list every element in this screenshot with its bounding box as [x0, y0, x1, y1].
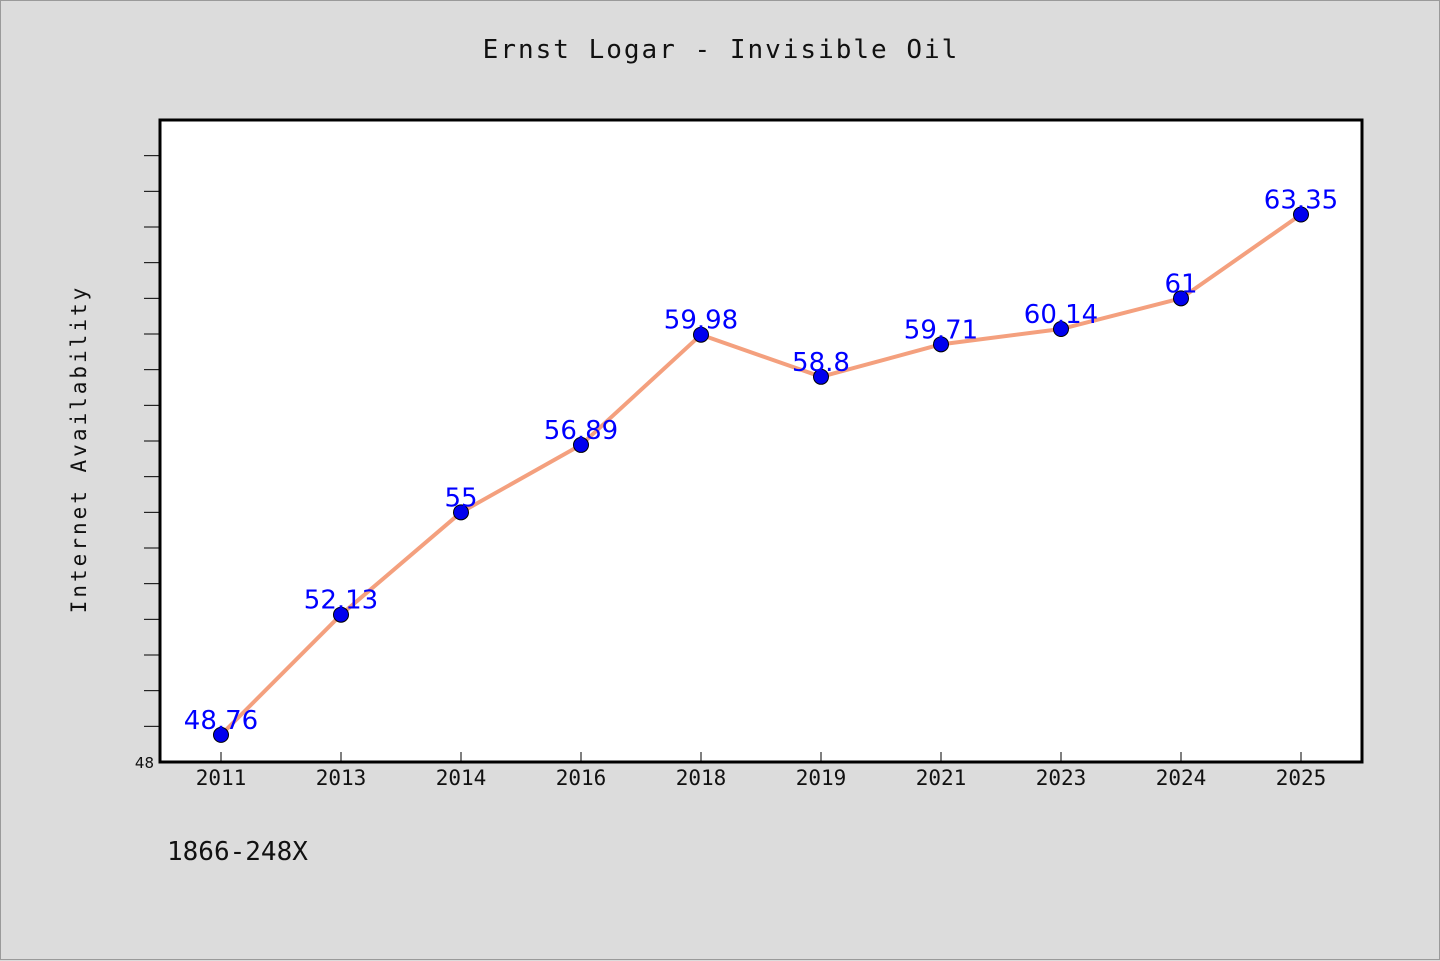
data-label: 55	[444, 483, 477, 513]
x-tick-label: 2018	[676, 766, 727, 790]
data-point	[1293, 206, 1309, 223]
footnote: 1866-248X	[167, 837, 308, 867]
data-point	[453, 504, 469, 521]
data-point	[933, 336, 949, 353]
x-tick-label: 2014	[436, 766, 487, 790]
y-axis: 48	[135, 155, 160, 772]
plot-background	[158, 118, 1364, 764]
x-tick-label: 2025	[1276, 766, 1327, 790]
data-label: 52.13	[304, 586, 378, 616]
data-label: 61	[1164, 269, 1197, 299]
data-label: 58.8	[792, 348, 850, 378]
x-tick-label: 2011	[196, 766, 247, 790]
data-label: 56.89	[544, 416, 618, 446]
data-point	[573, 436, 589, 453]
x-tick-label: 2019	[796, 766, 847, 790]
y-tick-label: 48	[135, 754, 154, 772]
data-point	[333, 606, 349, 623]
data-label: 59.71	[904, 315, 978, 345]
x-axis: 2011 2013 2014 2016 2018 2019 2021 2023 2024 2025	[196, 752, 1327, 790]
x-tick-label: 2023	[1036, 766, 1087, 790]
chart-title: Ernst Logar - Invisible Oil	[482, 35, 960, 65]
series-line	[219, 212, 1303, 737]
data-point	[1053, 321, 1069, 338]
x-tick-label: 2016	[556, 766, 607, 790]
data-point	[813, 368, 829, 385]
data-point	[693, 326, 709, 343]
x-tick-label: 2013	[316, 766, 367, 790]
x-tick-label: 2024	[1156, 766, 1207, 790]
data-point	[213, 726, 229, 743]
series-layer: 48.76 52.13 55 56.89 59.98 58.8 59.71 60.14 61 63…	[184, 186, 1338, 743]
data-label: 60.14	[1024, 300, 1098, 330]
x-tick-label: 2021	[916, 766, 967, 790]
data-label: 59.98	[664, 306, 738, 336]
data-point	[1173, 290, 1189, 307]
data-label: 63.35	[1264, 186, 1338, 216]
data-label: 48.76	[184, 706, 258, 736]
